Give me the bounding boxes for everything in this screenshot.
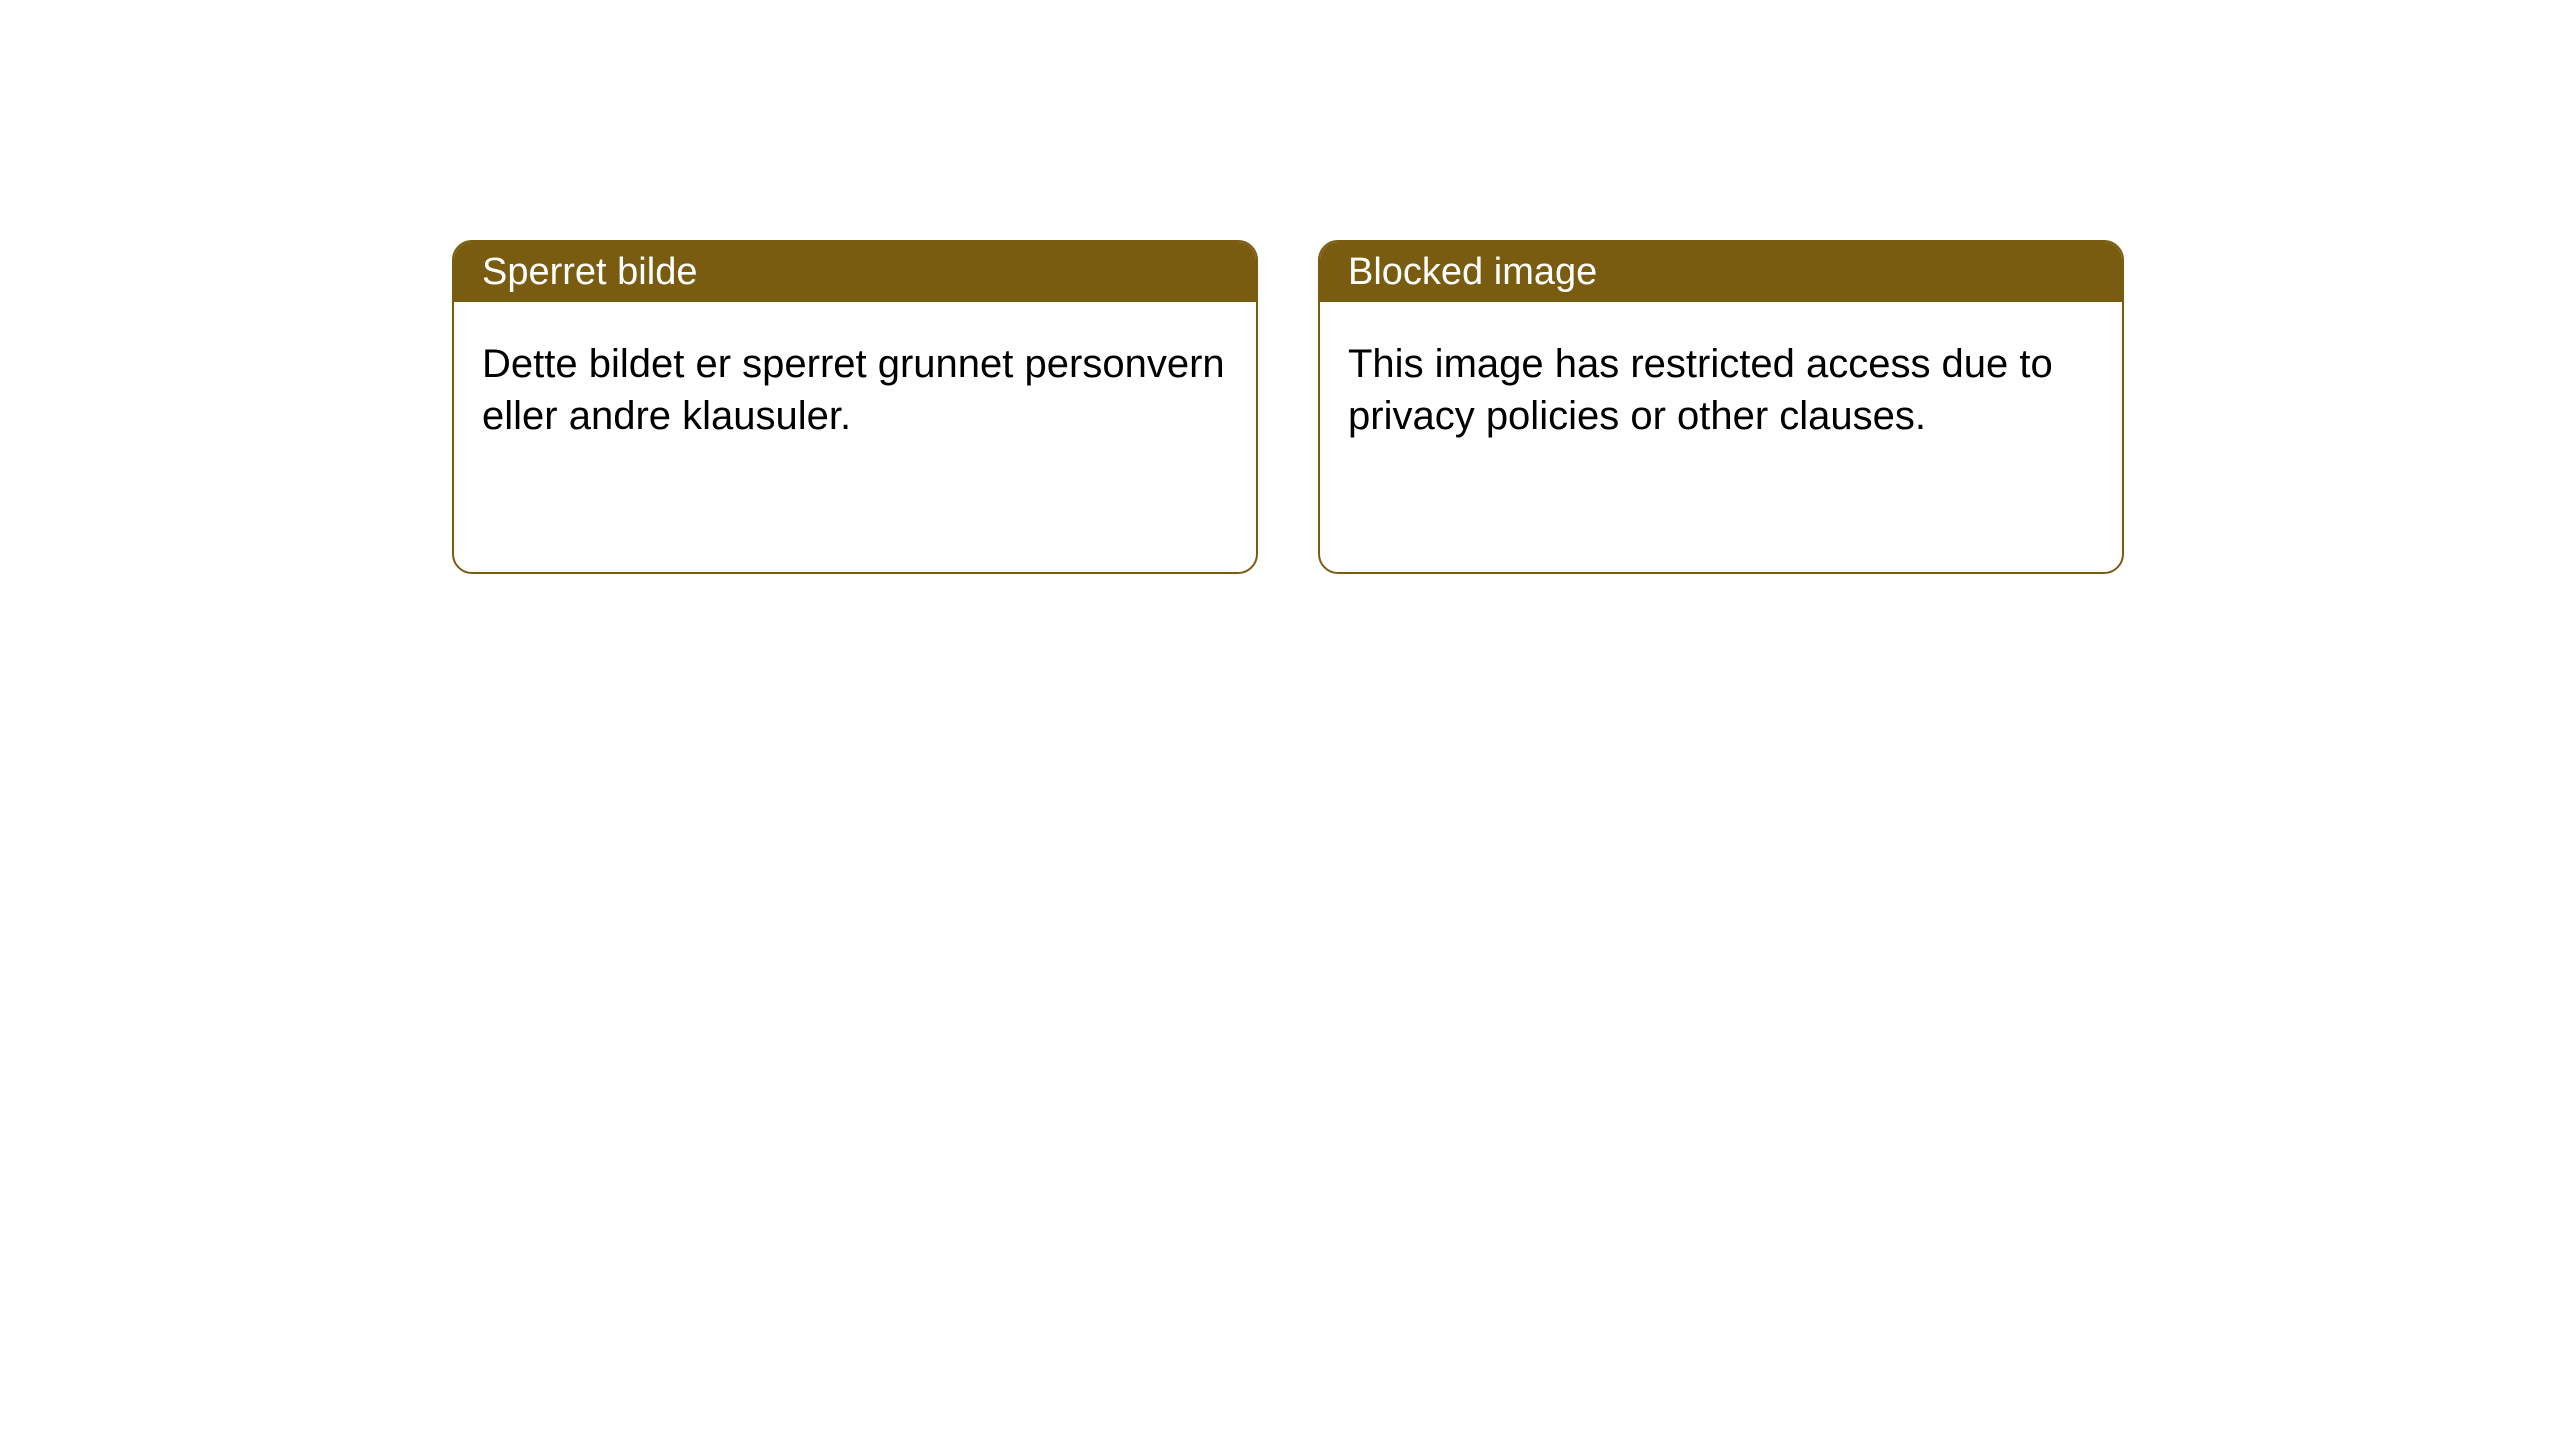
notice-message: This image has restricted access due to … — [1348, 342, 2053, 438]
notice-header: Blocked image — [1320, 242, 2122, 302]
notice-card-norwegian: Sperret bilde Dette bildet er sperret gr… — [452, 240, 1258, 574]
notice-header: Sperret bilde — [454, 242, 1256, 302]
notice-card-english: Blocked image This image has restricted … — [1318, 240, 2124, 574]
notice-container: Sperret bilde Dette bildet er sperret gr… — [0, 0, 2560, 574]
notice-message: Dette bildet er sperret grunnet personve… — [482, 342, 1225, 438]
notice-title: Sperret bilde — [482, 251, 697, 294]
notice-body: Dette bildet er sperret grunnet personve… — [454, 302, 1256, 478]
notice-title: Blocked image — [1348, 251, 1597, 294]
notice-body: This image has restricted access due to … — [1320, 302, 2122, 478]
